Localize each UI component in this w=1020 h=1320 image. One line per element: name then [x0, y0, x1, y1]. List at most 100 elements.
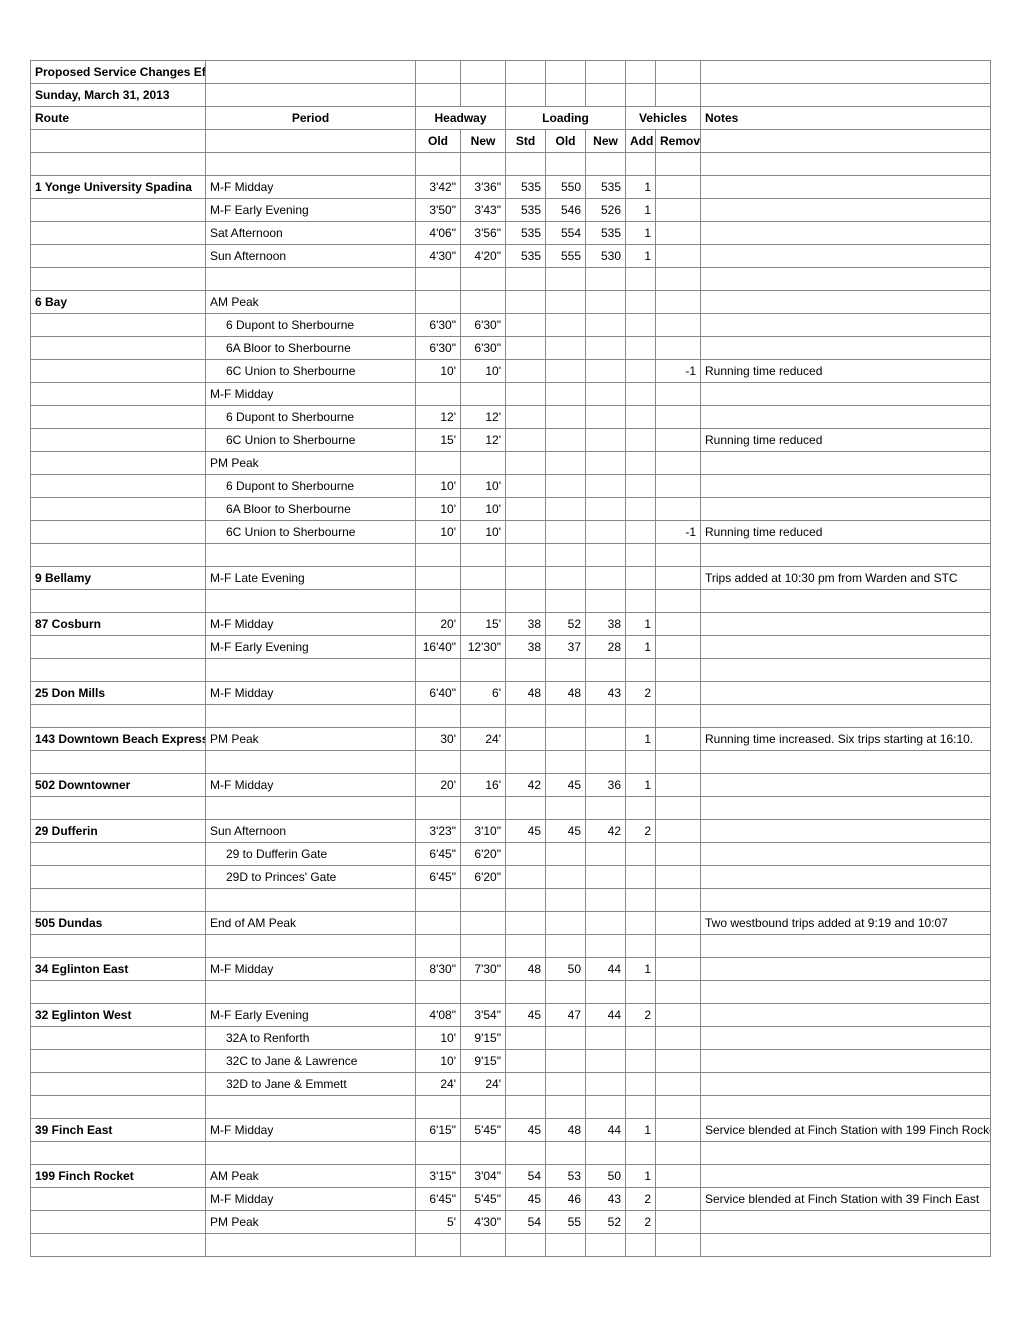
table-row: 39 Finch EastM-F Midday6'15"5'45"4548441…: [31, 1119, 991, 1142]
cell-remove: [656, 774, 701, 797]
cell-remove: [656, 613, 701, 636]
cell-lnew: 535: [586, 176, 626, 199]
cell-period: Sun Afternoon: [206, 820, 416, 843]
cell-old: 6'30": [416, 314, 461, 337]
cell-new: 12'30": [461, 636, 506, 659]
cell-lold: [546, 521, 586, 544]
cell-remove: [656, 452, 701, 475]
cell-lold: [546, 912, 586, 935]
cell-period: M-F Midday: [206, 1188, 416, 1211]
cell-new: 5'45": [461, 1188, 506, 1211]
cell-lnew: [586, 314, 626, 337]
cell-old: 3'23": [416, 820, 461, 843]
cell-add: [626, 452, 656, 475]
table-row: [31, 935, 991, 958]
cell-lold: [546, 843, 586, 866]
cell-notes: [701, 291, 991, 314]
cell-period: 6A Bloor to Sherbourne: [206, 498, 416, 521]
cell-add: [626, 521, 656, 544]
cell-route: [31, 1211, 206, 1234]
title-line1: Proposed Service Changes Effective: [31, 61, 206, 84]
cell-notes: [701, 406, 991, 429]
cell-std: [506, 1050, 546, 1073]
cell-add: 1: [626, 728, 656, 751]
cell-notes: [701, 958, 991, 981]
cell-new: 6'20": [461, 843, 506, 866]
cell-new: [461, 383, 506, 406]
cell-notes: [701, 1027, 991, 1050]
header-row-1: Route Period Headway Loading Vehicles No…: [31, 107, 991, 130]
table-row: 32 Eglinton WestM-F Early Evening4'08"3'…: [31, 1004, 991, 1027]
cell-lold: 48: [546, 1119, 586, 1142]
cell-lold: 46: [546, 1188, 586, 1211]
cell-old: 24': [416, 1073, 461, 1096]
table-row: [31, 268, 991, 291]
cell-lnew: 530: [586, 245, 626, 268]
cell-new: [461, 912, 506, 935]
cell-add: 2: [626, 682, 656, 705]
cell-remove: [656, 498, 701, 521]
cell-std: [506, 337, 546, 360]
cell-new: 10': [461, 498, 506, 521]
table-row: 6 Dupont to Sherbourne10'10': [31, 475, 991, 498]
cell-lnew: 52: [586, 1211, 626, 1234]
cell-lnew: [586, 866, 626, 889]
cell-new: 3'43": [461, 199, 506, 222]
cell-lnew: 535: [586, 222, 626, 245]
cell-new: [461, 567, 506, 590]
cell-route: 39 Finch East: [31, 1119, 206, 1142]
cell-remove: [656, 383, 701, 406]
table-row: [31, 544, 991, 567]
cell-add: [626, 429, 656, 452]
cell-remove: [656, 245, 701, 268]
cell-lnew: [586, 452, 626, 475]
cell-remove: -1: [656, 521, 701, 544]
cell-lnew: 43: [586, 682, 626, 705]
cell-route: 143 Downtown Beach Express: [31, 728, 206, 751]
table-row: 29 DufferinSun Afternoon3'23"3'10"454542…: [31, 820, 991, 843]
cell-add: 1: [626, 958, 656, 981]
cell-add: 1: [626, 199, 656, 222]
cell-route: [31, 429, 206, 452]
cell-new: 3'56": [461, 222, 506, 245]
cell-lnew: [586, 406, 626, 429]
cell-std: 54: [506, 1211, 546, 1234]
cell-remove: [656, 1027, 701, 1050]
cell-notes: Running time reduced: [701, 521, 991, 544]
cell-notes: [701, 820, 991, 843]
cell-new: 24': [461, 1073, 506, 1096]
cell-notes: [701, 1073, 991, 1096]
cell-period: 32D to Jane & Emmett: [206, 1073, 416, 1096]
cell-period: M-F Midday: [206, 613, 416, 636]
cell-notes: [701, 613, 991, 636]
cell-lnew: 43: [586, 1188, 626, 1211]
cell-lnew: [586, 843, 626, 866]
hdr-route: Route: [31, 107, 206, 130]
service-changes-table: Proposed Service Changes Effective Sunda…: [30, 60, 991, 1257]
cell-old: 10': [416, 521, 461, 544]
cell-period: Sun Afternoon: [206, 245, 416, 268]
cell-add: [626, 866, 656, 889]
cell-remove: [656, 475, 701, 498]
cell-lnew: [586, 360, 626, 383]
cell-std: 54: [506, 1165, 546, 1188]
cell-lold: 550: [546, 176, 586, 199]
cell-lold: 48: [546, 682, 586, 705]
table-row: PM Peak: [31, 452, 991, 475]
cell-remove: [656, 843, 701, 866]
cell-period: 6 Dupont to Sherbourne: [206, 406, 416, 429]
cell-period: AM Peak: [206, 291, 416, 314]
cell-lold: [546, 406, 586, 429]
table-row: Sat Afternoon4'06"3'56"5355545351: [31, 222, 991, 245]
cell-std: 42: [506, 774, 546, 797]
cell-remove: [656, 429, 701, 452]
cell-remove: [656, 912, 701, 935]
cell-old: 4'06": [416, 222, 461, 245]
table-row: [31, 981, 991, 1004]
cell-route: [31, 1027, 206, 1050]
cell-notes: [701, 222, 991, 245]
hdr-remove: Remove: [656, 130, 701, 153]
hdr-old: Old: [416, 130, 461, 153]
cell-period: M-F Early Evening: [206, 199, 416, 222]
cell-notes: Running time reduced: [701, 360, 991, 383]
